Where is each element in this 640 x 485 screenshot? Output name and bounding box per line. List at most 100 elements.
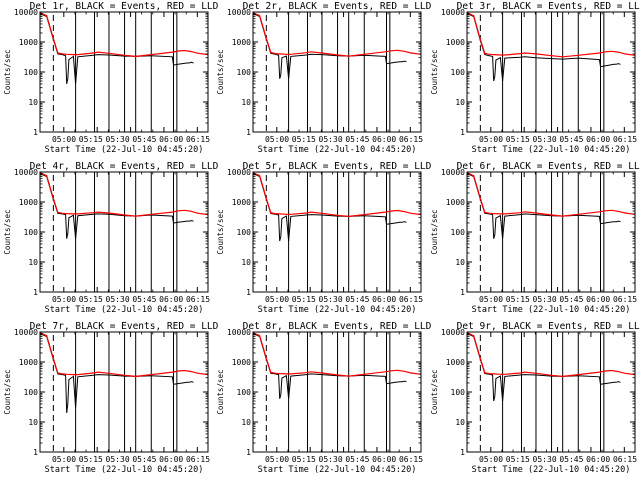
plot-frame: [466, 331, 636, 453]
x-tick-label: 06:00: [372, 295, 396, 304]
x-tick-label: 05:30: [319, 455, 343, 464]
x-tick-label: 05:00: [265, 295, 289, 304]
y-tick-label: 100: [24, 228, 39, 237]
x-axis-label: Start Time (22-Jul-10 04:45:20): [472, 305, 631, 315]
y-tick-label: 1000: [19, 38, 38, 47]
panel-title: Det 4r, BLACK = Events, RED = LLD: [30, 161, 219, 172]
y-tick-label: 10: [455, 258, 465, 267]
y-tick-label: 1000: [19, 198, 38, 207]
y-tick-label: 1000: [446, 358, 465, 367]
y-tick-label: 100: [451, 388, 466, 397]
x-tick-label: 05:45: [345, 135, 369, 144]
lld-series-line: [39, 172, 209, 217]
events-series-line: [252, 12, 407, 79]
x-tick-label: 06:15: [399, 135, 423, 144]
x-axis-label: Start Time (22-Jul-10 04:45:20): [45, 465, 204, 475]
panel-title: Det 8r, BLACK = Events, RED = LLD: [243, 321, 432, 332]
x-axis-label: Start Time (22-Jul-10 04:45:20): [258, 305, 417, 315]
lld-series-line: [466, 172, 636, 217]
x-tick-label: 05:30: [319, 295, 343, 304]
lld-series-line: [466, 12, 636, 58]
y-tick-label: 10: [28, 98, 38, 107]
detector-panel-6: Det 6r, BLACK = Events, RED = LLD 1 10 100 1…: [430, 161, 640, 315]
x-tick-label: 05:45: [132, 295, 156, 304]
y-tick-label: 1: [33, 128, 38, 137]
x-tick-label: 05:15: [79, 135, 103, 144]
x-tick-label: 06:00: [586, 295, 610, 304]
y-tick-label: 100: [24, 388, 39, 397]
y-tick-label: 10000: [441, 328, 465, 337]
x-tick-label: 06:00: [159, 135, 183, 144]
detector-panel-5: Det 5r, BLACK = Events, RED = LLD 1 10 100 1…: [216, 161, 432, 315]
panel-title: Det 1r, BLACK = Events, RED = LLD: [30, 1, 219, 12]
x-tick-label: 06:00: [372, 135, 396, 144]
y-tick-label: 1000: [232, 38, 251, 47]
detector-panel-2: Det 2r, BLACK = Events, RED = LLD 1 10 100 1…: [216, 1, 432, 155]
x-tick-label: 06:00: [159, 295, 183, 304]
events-series-line: [466, 332, 621, 402]
events-series-line: [39, 172, 194, 239]
y-tick-label: 1000: [446, 198, 465, 207]
lld-series-line: [466, 332, 636, 378]
x-tick-label: 05:15: [79, 295, 103, 304]
y-tick-label: 10: [455, 418, 465, 427]
y-tick-label: 1000: [232, 198, 251, 207]
x-tick-label: 06:15: [613, 455, 637, 464]
y-tick-label: 1000: [19, 358, 38, 367]
x-tick-label: 05:00: [479, 295, 503, 304]
x-tick-label: 05:00: [479, 135, 503, 144]
x-tick-label: 05:30: [106, 135, 130, 144]
x-tick-label: 05:45: [132, 135, 156, 144]
y-tick-label: 10: [455, 98, 465, 107]
x-tick-label: 06:15: [186, 455, 210, 464]
x-tick-label: 05:15: [292, 455, 316, 464]
x-tick-label: 06:00: [159, 455, 183, 464]
plot-frame: [466, 171, 636, 293]
detector-panel-1: Det 1r, BLACK = Events, RED = LLD 1 10 100 1…: [3, 1, 219, 155]
x-tick-label: 05:45: [559, 455, 583, 464]
y-tick-label: 10000: [14, 8, 38, 17]
x-tick-label: 05:00: [265, 135, 289, 144]
y-axis-label: Counts/sec: [216, 49, 225, 94]
y-tick-label: 100: [24, 68, 39, 77]
x-tick-label: 05:00: [52, 455, 76, 464]
x-tick-label: 06:00: [586, 455, 610, 464]
lld-series-line: [252, 172, 422, 218]
panel-title: Det 6r, BLACK = Events, RED = LLD: [457, 161, 640, 172]
y-tick-label: 1000: [232, 358, 251, 367]
plot-frame: [39, 331, 209, 453]
x-tick-label: 06:00: [372, 455, 396, 464]
y-tick-label: 1: [460, 448, 465, 457]
panel-title: Det 7r, BLACK = Events, RED = LLD: [30, 321, 219, 332]
x-tick-label: 05:15: [506, 455, 530, 464]
y-tick-label: 10: [241, 418, 251, 427]
y-axis-label: Counts/sec: [430, 209, 439, 254]
x-tick-label: 05:45: [132, 455, 156, 464]
x-tick-label: 05:45: [345, 295, 369, 304]
y-tick-label: 100: [237, 228, 252, 237]
y-tick-label: 100: [451, 228, 466, 237]
y-tick-label: 10: [28, 418, 38, 427]
y-tick-label: 10: [241, 258, 251, 267]
x-tick-label: 06:15: [613, 295, 637, 304]
events-series-line: [252, 172, 407, 242]
lld-series-line: [39, 12, 209, 58]
x-tick-label: 06:15: [399, 455, 423, 464]
x-tick-label: 06:15: [186, 295, 210, 304]
x-axis-label: Start Time (22-Jul-10 04:45:20): [472, 145, 631, 155]
y-tick-label: 1: [246, 128, 251, 137]
detector-panel-9: Det 9r, BLACK = Events, RED = LLD 1 10 100 1…: [430, 321, 640, 475]
detector-panel-8: Det 8r, BLACK = Events, RED = LLD 1 10 100 1…: [216, 321, 432, 475]
lld-series-line: [252, 12, 422, 57]
detector-panel-3: Det 3r, BLACK = Events, RED = LLD 1 10 100 1…: [430, 1, 640, 155]
panel-title: Det 2r, BLACK = Events, RED = LLD: [243, 1, 432, 12]
y-axis-label: Counts/sec: [216, 209, 225, 254]
detector-panel-4: Det 4r, BLACK = Events, RED = LLD 1 10 100 1…: [3, 161, 219, 315]
x-axis-label: Start Time (22-Jul-10 04:45:20): [472, 465, 631, 475]
x-tick-label: 05:00: [479, 455, 503, 464]
y-tick-label: 1: [246, 448, 251, 457]
detector-panel-7: Det 7r, BLACK = Events, RED = LLD 1 10 100 1…: [3, 321, 219, 475]
y-tick-label: 1: [246, 288, 251, 297]
